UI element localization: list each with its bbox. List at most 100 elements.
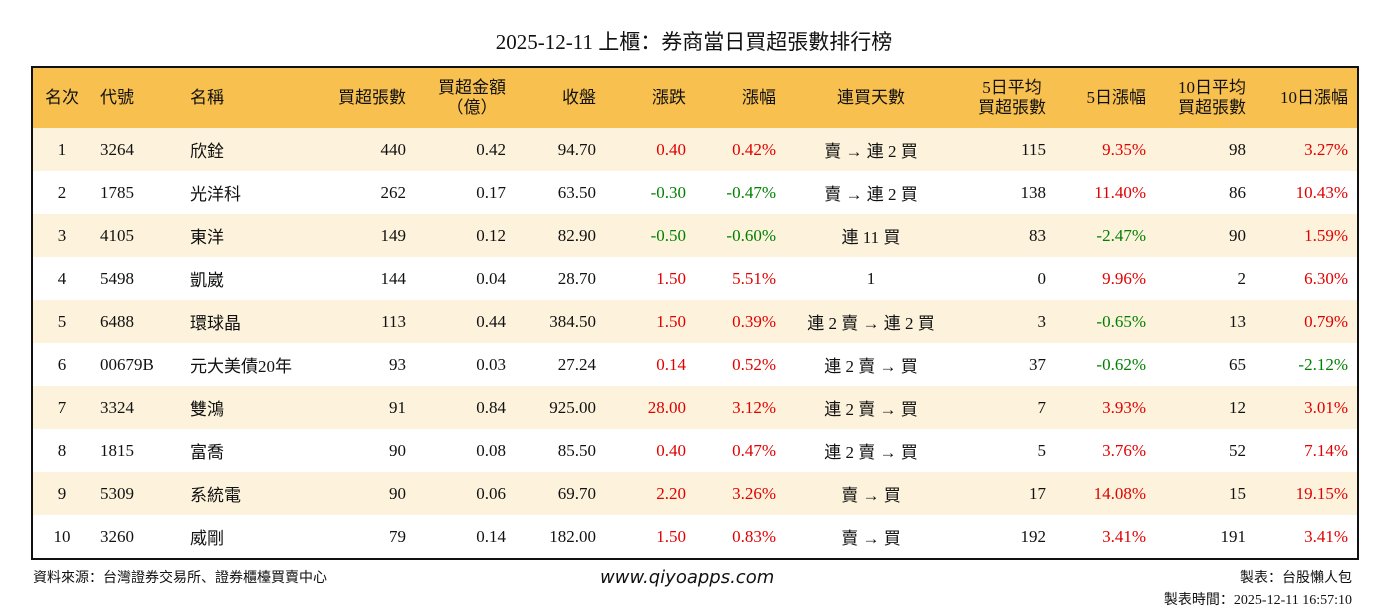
cell: 0.47%: [732, 440, 776, 460]
table-row: 8 1815 富喬 90 0.08 85.50 0.40 0.47% 連 2 賣 → 買 5 3.7…: [32, 429, 1358, 472]
table-row: 9 5309 系統電 90 0.06 69.70 2.20 3.26% 賣 → 買 17 14.08…: [32, 472, 1358, 515]
cell: 1: [32, 128, 91, 171]
cell: 凱崴: [190, 271, 224, 290]
cell: 15: [1155, 472, 1255, 515]
column-header: 買超金額 （億）: [415, 67, 515, 128]
cell: 0.42: [415, 128, 515, 171]
table-row: 4 5498 凱崴 144 0.04 28.70 1.50 5.51% 1 0 9.96% 2 6.30…: [32, 257, 1358, 300]
cell: 17: [957, 472, 1055, 515]
cell: 98: [1155, 128, 1255, 171]
cell: 東洋: [181, 214, 321, 257]
cell: 13: [1155, 300, 1255, 343]
cell: 9.35%: [1055, 128, 1155, 171]
column-header: 5日平均 買超張數: [957, 67, 1055, 128]
cell: 1.59%: [1255, 214, 1358, 257]
cell: 3.41%: [1304, 526, 1348, 546]
cell: 6: [57, 354, 67, 374]
cell: 0.39%: [695, 300, 785, 343]
cell: 925.00: [515, 386, 605, 429]
table-row: 10 3260 威剛 79 0.14 182.00 1.50 0.83% 賣 → 買 192 3.4…: [32, 515, 1358, 559]
column-header: 10日平均 買超張數: [1155, 67, 1255, 128]
cell: 69.70: [515, 472, 605, 515]
column-header: 名次: [32, 67, 91, 128]
table-row: 2 1785 光洋科 262 0.17 63.50 -0.30 -0.47% 賣 → 連 2 買…: [32, 171, 1358, 214]
cell: 元大美債20年: [190, 357, 292, 376]
column-header: 代號: [91, 67, 181, 128]
cell: 11.40%: [1094, 182, 1146, 202]
title: 2025-12-11 上櫃：券商當日買超張數排行榜: [495, 30, 893, 54]
cell: 5: [32, 300, 91, 343]
cell: 0: [1037, 268, 1047, 288]
cell: 0.79%: [1255, 300, 1358, 343]
cell: 9.96%: [1102, 268, 1146, 288]
cell: 191: [1220, 526, 1247, 546]
table-row: 5 6488 環球晶 113 0.44 384.50 1.50 0.39% 連 2 賣 → 連 …: [32, 300, 1358, 343]
cell: 85.50: [557, 440, 596, 460]
header-text: 買超張數: [338, 88, 406, 107]
header-text: 10日平均 買超張數: [1178, 78, 1246, 117]
timestamp: 製表時間：2025-12-11 16:57:10: [1163, 593, 1352, 608]
column-header: 收盤: [515, 67, 605, 128]
cell: 384.50: [515, 300, 605, 343]
header-row: 名次 代號 名稱 買超張數 買超金額 （億） 收盤 漲跌 漲幅 連買天數 5日平均 買超張數 5日漲…: [32, 67, 1358, 128]
cell: 0.06: [415, 472, 515, 515]
cell: 1815: [100, 440, 134, 460]
cell: 63.50: [557, 182, 596, 202]
cell: 3264: [91, 128, 181, 171]
header-text: 5日平均 買超張數: [978, 78, 1046, 117]
cell: 19.15%: [1255, 472, 1358, 515]
cell: 90: [1155, 214, 1255, 257]
cell: 0.42%: [695, 128, 785, 171]
header-text: 代號: [100, 88, 134, 107]
cell: 賣 → 連 2 買: [824, 185, 918, 204]
cell: 0.40: [656, 440, 686, 460]
cell: 連 2 賣 → 連 2 買: [785, 300, 957, 343]
table-row: 6 00679B 元大美債20年 93 0.03 27.24 0.14 0.52% 連 2 賣 …: [32, 343, 1358, 386]
cell: 79: [389, 526, 406, 546]
cell: 00679B: [100, 354, 154, 374]
cell: 113: [321, 300, 415, 343]
cell: 環球晶: [181, 300, 321, 343]
cell: 威剛: [190, 529, 224, 548]
cell: 9: [32, 472, 91, 515]
cell: -0.47%: [726, 182, 776, 202]
cell: 富喬: [190, 443, 224, 462]
cell: 3.41%: [1102, 526, 1146, 546]
header-text: 5日漲幅: [1086, 88, 1147, 107]
cell: 3.26%: [695, 472, 785, 515]
column-header: 漲跌: [605, 67, 695, 128]
cell: 2: [57, 182, 67, 202]
cell: 1.50: [656, 268, 686, 288]
cell: 440: [321, 128, 415, 171]
cell: 149: [321, 214, 415, 257]
cell: 14.08%: [1055, 472, 1155, 515]
table-body: 1 3264 欣銓 440 0.42 94.70 0.40 0.42% 賣 → 連 2 買 115…: [32, 128, 1358, 559]
cell: 1: [866, 268, 876, 288]
cell: -0.30: [650, 182, 686, 202]
cell: 138: [1020, 182, 1047, 202]
cell: 3260: [100, 526, 134, 546]
cell: 0.08: [476, 440, 506, 460]
cell: 0.14: [476, 526, 506, 546]
cell: 28.70: [557, 268, 596, 288]
header-text: 收盤: [562, 88, 596, 107]
column-header: 買超張數: [321, 67, 415, 128]
header-text: 漲跌: [652, 88, 686, 107]
cell: 28.00: [605, 386, 695, 429]
table-row: 1 3264 欣銓 440 0.42 94.70 0.40 0.42% 賣 → 連 2 買 115…: [32, 128, 1358, 171]
header-text: 名稱: [190, 88, 224, 107]
cell: 93: [389, 354, 406, 374]
cell: 4: [57, 268, 67, 288]
cell: 86: [1229, 182, 1246, 202]
cell: 2.20: [605, 472, 695, 515]
ranking-table: 名次 代號 名稱 買超張數 買超金額 （億） 收盤 漲跌 漲幅 連買天數 5日平均 買超張數 5日漲…: [31, 66, 1359, 560]
cell: 65: [1229, 354, 1246, 374]
website: www.qiyoapps.com: [600, 567, 775, 588]
cell: 6488: [91, 300, 181, 343]
cell: 144: [380, 268, 407, 288]
cell: 94.70: [515, 128, 605, 171]
cell: 7: [957, 386, 1055, 429]
source: 資料來源：台灣證券交易所、證券櫃檯買賣中心: [33, 571, 327, 586]
cell: 光洋科: [190, 185, 241, 204]
